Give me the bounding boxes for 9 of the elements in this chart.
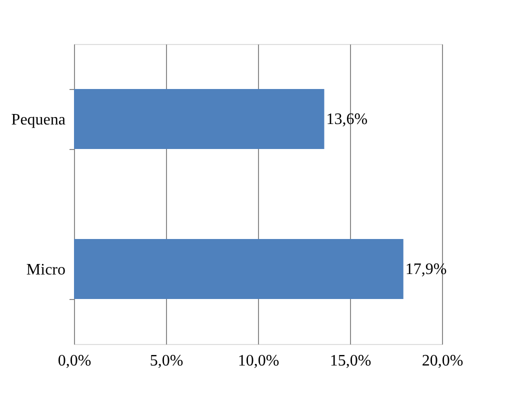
x-tick-label: 20,0% <box>422 352 464 370</box>
data-label: 17,9% <box>405 261 447 278</box>
x-tick-label: 10,0% <box>238 352 280 370</box>
x-tick-label: 0,0% <box>58 352 92 370</box>
y-tick-label: Pequena <box>11 112 66 128</box>
x-tick-label: 5,0% <box>150 352 184 370</box>
y-tick-label: Micro <box>26 262 66 278</box>
x-tick-label: 15,0% <box>330 352 372 370</box>
data-label: 13,6% <box>326 111 368 128</box>
